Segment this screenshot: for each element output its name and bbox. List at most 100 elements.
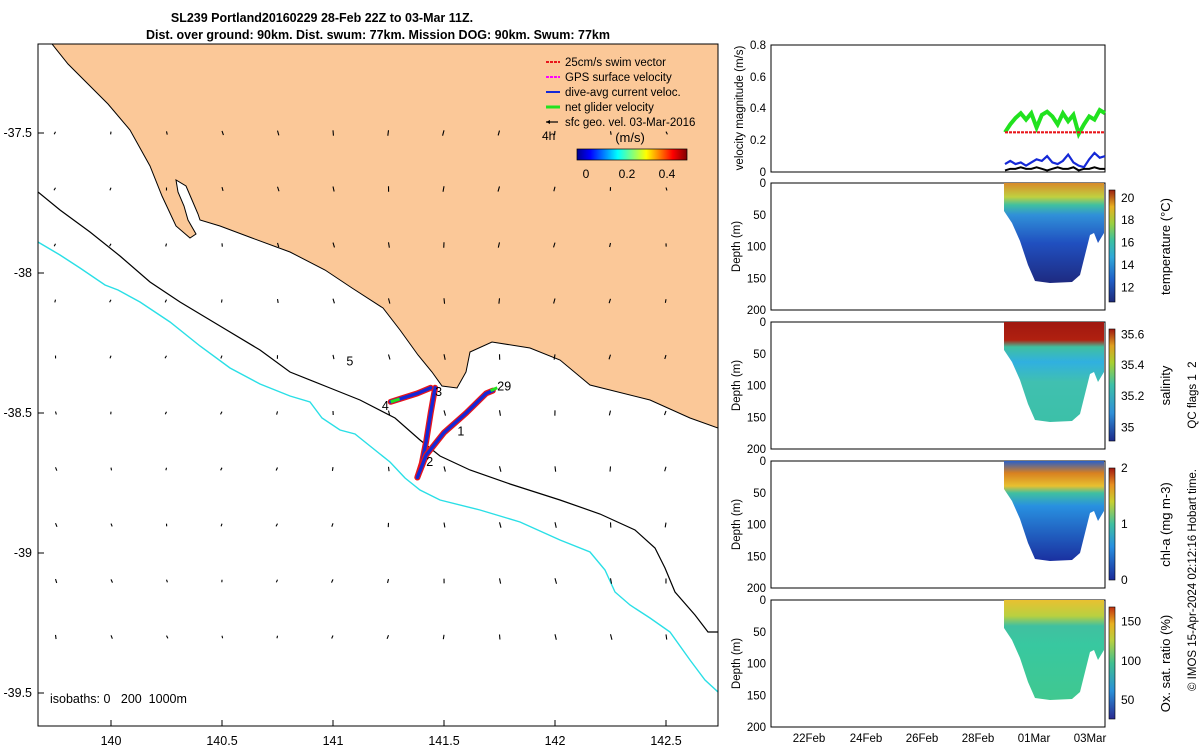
geo-vector — [665, 131, 668, 135]
map-x-tick: 142.5 — [650, 734, 681, 748]
colorbar-tick: 20 — [1121, 191, 1135, 205]
geo-vector — [498, 578, 502, 584]
colorbar-tick: 35.2 — [1121, 389, 1145, 403]
map-y-tick: -39.5 — [4, 686, 33, 700]
geo-vector — [722, 244, 723, 247]
depth-tick: 0 — [760, 317, 766, 329]
geo-vector — [331, 523, 334, 527]
legend-label-geo: sfc geo. vel. 03-Mar-2016 — [565, 117, 695, 129]
velocity-y-tick: 0.6 — [750, 72, 766, 84]
geo-vector — [609, 131, 612, 135]
geo-vector — [387, 130, 390, 136]
geo-vector — [109, 355, 112, 359]
velocity-frame — [770, 44, 1106, 173]
depth-tick: 50 — [753, 627, 766, 639]
geo-vector — [275, 523, 278, 527]
geo-vector — [554, 522, 557, 528]
geo-vector — [387, 354, 391, 360]
isobath-1000m — [38, 241, 718, 693]
geo-vector — [553, 186, 556, 192]
geo-vector — [54, 522, 58, 528]
colorbar-tick: 14 — [1121, 258, 1135, 272]
section-colorbar — [1108, 189, 1116, 303]
geo-vector — [276, 411, 279, 415]
depth-tick: 100 — [747, 242, 766, 254]
geo-vector — [722, 132, 723, 135]
section-data — [1004, 322, 1104, 422]
depth-tick: 100 — [747, 520, 766, 532]
geo-vector — [553, 354, 556, 360]
track-net-velocity — [490, 386, 498, 392]
velocity-series-dive — [1004, 151, 1106, 169]
geo-vector — [609, 634, 613, 640]
time-tick: 28Feb — [962, 733, 995, 745]
coastline-0m — [51, 44, 718, 429]
colorbar-tick: 0.2 — [619, 167, 636, 181]
day-label: 5 — [346, 354, 353, 368]
geo-vector — [720, 579, 721, 583]
depth-tick: 150 — [747, 690, 766, 702]
geo-vector — [221, 130, 224, 136]
depth-tick: 200 — [747, 722, 766, 734]
legend-label-swim: 25cm/s swim vector — [565, 57, 666, 69]
track-dive-leg-b — [415, 388, 495, 480]
geo-vector — [221, 635, 224, 639]
section-salinity: 0 50 100 150 200 Depth (m) 35 35.2 35.4 35.6 salin… — [731, 317, 1173, 456]
geo-vector — [276, 186, 280, 192]
geo-vector — [554, 634, 557, 640]
imos-footer: © IMOS 15-Apr-2024 02:12:16 Hobart time. — [1187, 469, 1199, 691]
section-colorbar — [1108, 467, 1116, 581]
depth-tick: 50 — [753, 488, 766, 500]
section-oxygen: 0 50 100 150 200 Depth (m) 50 100 150 Ox. sat. ra… — [731, 595, 1173, 734]
geo-vector — [497, 242, 501, 248]
geo-vector — [165, 467, 168, 471]
geo-vector — [165, 131, 168, 135]
qc-flags-label: QC flags 1 2 — [1187, 361, 1199, 428]
geo-vector — [498, 410, 501, 416]
velocity-y-axis: 0 0.2 0.4 0.6 0.8 — [750, 40, 767, 179]
geo-vector — [608, 298, 612, 304]
depth-axis-label: Depth (m) — [731, 499, 743, 550]
geo-vector — [53, 243, 56, 247]
colorbar-tick: 100 — [1121, 654, 1141, 668]
figure-title-line1: SL239 Portland20160229 28-Feb 22Z to 03-… — [171, 11, 473, 25]
geo-vector — [553, 298, 556, 304]
geo-vector — [275, 579, 279, 583]
colorbar-unit: (m/s) — [615, 130, 645, 145]
geo-vector — [220, 467, 223, 471]
figure-title-line2: Dist. over ground: 90km. Dist. swum: 77k… — [146, 28, 610, 42]
geo-vector — [720, 467, 721, 471]
geo-vector — [165, 243, 168, 247]
depth-tick: 200 — [747, 583, 766, 595]
map-y-tick: -38 — [14, 266, 32, 280]
geo-vector — [109, 299, 112, 303]
geo-vector — [53, 131, 56, 135]
map-x-tick: 141 — [323, 734, 344, 748]
legend-label-gps: GPS surface velocity — [565, 72, 672, 84]
geo-vector — [110, 467, 113, 471]
legend-label-dive: dive-avg current veloc. — [565, 87, 681, 99]
section-temperature: 0 50 100 150 200 Depth (m) 12 14 16 18 20 temperatu… — [731, 178, 1173, 317]
depth-tick: 0 — [760, 178, 766, 190]
colorbar-tick: 35.6 — [1121, 328, 1145, 342]
geo-vector — [332, 186, 335, 192]
geo-vector — [442, 634, 445, 640]
geo-vector — [664, 354, 667, 360]
geo-vector — [608, 354, 612, 360]
map-frame — [37, 43, 719, 727]
geo-vector — [164, 355, 167, 359]
depth-tick: 150 — [747, 551, 766, 563]
map-y-tick: -38.5 — [4, 406, 33, 420]
geo-vector — [443, 354, 446, 360]
geo-vector — [164, 411, 167, 415]
geo-vector — [720, 523, 721, 527]
day-label: 4 — [382, 399, 389, 413]
time-tick: 26Feb — [906, 733, 939, 745]
geo-vector — [554, 466, 557, 472]
geo-vector — [110, 635, 113, 639]
geo-vector — [497, 186, 501, 192]
geo-vector — [331, 579, 334, 583]
isobath-200m — [38, 191, 718, 633]
depth-tick: 50 — [753, 210, 766, 222]
colorbar-tick: 0 — [583, 167, 590, 181]
